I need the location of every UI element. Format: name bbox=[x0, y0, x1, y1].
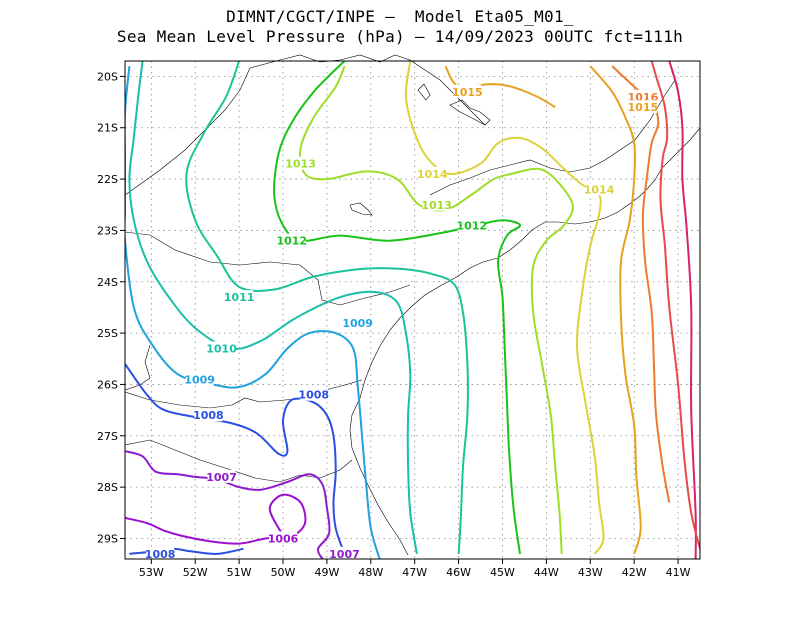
reservoir-1 bbox=[449, 99, 491, 126]
contour-label: 1009 bbox=[184, 373, 215, 386]
isobar-1009 bbox=[125, 66, 381, 559]
isobar-1008 bbox=[125, 363, 346, 555]
lat-tick-label: 28S bbox=[97, 481, 118, 494]
lon-tick-label: 50W bbox=[271, 566, 296, 579]
contour-label-bg bbox=[422, 197, 451, 211]
lat-tick-label: 24S bbox=[97, 276, 118, 289]
contour-label-bg bbox=[330, 546, 359, 560]
lat-tick-label: 23S bbox=[97, 224, 118, 237]
contour-label: 1007 bbox=[206, 471, 237, 484]
contour-label: 1008 bbox=[193, 409, 224, 422]
contour-label: 1015 bbox=[452, 86, 483, 99]
contour-labels: 1015 101610151013101410141013101210121011… bbox=[145, 84, 659, 561]
contour-label-bg bbox=[418, 166, 447, 180]
contour-label: 1010 bbox=[206, 343, 237, 356]
contour-label: 1007 bbox=[329, 548, 360, 561]
coastline bbox=[349, 127, 701, 556]
contour-label: 1013 bbox=[285, 158, 316, 171]
lat-tick-label: 29S bbox=[97, 532, 118, 545]
isobar-lines bbox=[125, 61, 700, 559]
contour-label: 1013 bbox=[421, 199, 452, 212]
isobar-1010 bbox=[128, 61, 418, 555]
graticule-grid bbox=[125, 61, 700, 559]
border-ms bbox=[124, 67, 251, 196]
contour-label: 1008 bbox=[145, 548, 176, 561]
isobar-1015 bbox=[589, 65, 642, 555]
lat-tick-label: 22S bbox=[97, 173, 118, 186]
border-sc-rs bbox=[124, 439, 353, 483]
lon-tick-label: 45W bbox=[490, 566, 515, 579]
contour-label: 1014 bbox=[417, 168, 448, 181]
contour-label-bg bbox=[277, 233, 306, 247]
contour-label-bg bbox=[225, 290, 254, 304]
contour-label-bg bbox=[146, 546, 175, 560]
contour-label-bg bbox=[286, 156, 315, 170]
lon-tick-label: 51W bbox=[227, 566, 252, 579]
border-mg-rj bbox=[429, 79, 676, 196]
isobar-1017 bbox=[650, 61, 700, 549]
reservoir-2 bbox=[349, 202, 373, 216]
isobar-1014 bbox=[404, 61, 605, 555]
contour-label: 1009 bbox=[342, 317, 373, 330]
lat-tick-label: 25S bbox=[97, 327, 118, 340]
contour-label: 1012 bbox=[456, 219, 487, 232]
isobar-1011 bbox=[185, 61, 469, 554]
contour-label-bg bbox=[299, 387, 328, 401]
border-paraguay bbox=[124, 344, 151, 391]
border-sp-pr bbox=[124, 231, 411, 306]
lon-tick-label: 44W bbox=[534, 566, 559, 579]
border-sp-mg bbox=[249, 54, 486, 126]
plot-frame bbox=[124, 60, 701, 560]
isobar-1013 bbox=[299, 65, 574, 554]
contour-label: 1014 bbox=[584, 183, 615, 196]
isobar-1018 bbox=[668, 61, 697, 559]
lat-tick-label: 27S bbox=[97, 430, 118, 443]
lon-tick-label: 48W bbox=[358, 566, 383, 579]
lon-tick-label: 46W bbox=[446, 566, 471, 579]
contour-label-bg bbox=[194, 408, 223, 422]
contour-label-bg bbox=[585, 182, 614, 196]
axis-labels: 20S 21S 22S 23S 24S 25S 26S 27S 28S 29S 53W 52W 51W 5… bbox=[97, 70, 691, 579]
contour-label: 1012 bbox=[276, 235, 307, 248]
contour-label-bg bbox=[207, 341, 236, 355]
lon-tick-label: 53W bbox=[139, 566, 164, 579]
border-pr-sc bbox=[124, 379, 363, 409]
contour-label-bg bbox=[628, 89, 657, 103]
contour-label-bg bbox=[453, 84, 482, 98]
contour-label: 1011 bbox=[224, 291, 255, 304]
contour-label: 1006 bbox=[268, 532, 299, 545]
lat-tick-label: 20S bbox=[97, 70, 118, 83]
isobar-1007 bbox=[125, 450, 331, 559]
lon-tick-label: 43W bbox=[578, 566, 603, 579]
chart-title-line1: DIMNT/CGCT/INPE – Model Eta05_M01_ bbox=[226, 7, 574, 26]
contour-label: 1015 bbox=[628, 101, 659, 114]
lon-tick-label: 52W bbox=[183, 566, 208, 579]
isobar-1012 bbox=[273, 61, 521, 555]
reservoir-3 bbox=[417, 83, 431, 101]
contour-label-bg bbox=[628, 100, 657, 114]
contour-label-bg bbox=[343, 315, 372, 329]
lon-tick-label: 42W bbox=[622, 566, 647, 579]
lat-tick-label: 26S bbox=[97, 378, 118, 391]
contour-label-bg bbox=[185, 372, 214, 386]
contour-label-bg bbox=[207, 469, 236, 483]
lon-tick-label: 47W bbox=[402, 566, 427, 579]
lon-tick-label: 49W bbox=[314, 566, 339, 579]
lat-tick-label: 21S bbox=[97, 122, 118, 135]
contour-label-bg bbox=[269, 531, 298, 545]
lon-tick-label: 41W bbox=[666, 566, 691, 579]
contour-label: 1008 bbox=[298, 389, 329, 402]
chart-title-line2: Sea Mean Level Pressure (hPa) – 14/09/20… bbox=[116, 27, 684, 46]
contour-label-bg bbox=[457, 218, 486, 232]
